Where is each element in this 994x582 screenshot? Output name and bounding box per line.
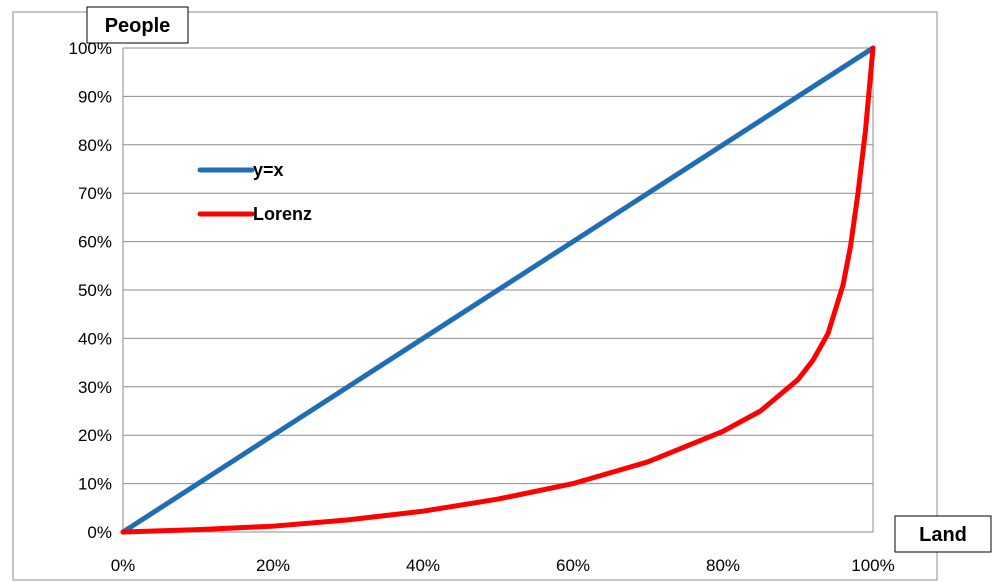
y-tick-label: 70% xyxy=(78,184,112,203)
legend-label: Lorenz xyxy=(253,204,312,224)
x-axis-title: Land xyxy=(919,524,967,546)
legend-label: y=x xyxy=(253,160,284,180)
y-tick-label: 0% xyxy=(87,523,112,542)
y-tick-label: 80% xyxy=(78,136,112,155)
series-line-0 xyxy=(120,45,876,535)
y-axis-title: People xyxy=(105,15,171,37)
x-tick-label: 0% xyxy=(111,556,136,575)
y-tick-label: 60% xyxy=(78,233,112,252)
x-axis-title-box xyxy=(894,515,992,553)
x-tick-label: 80% xyxy=(706,556,740,575)
y-tick-label: 50% xyxy=(78,281,112,300)
y-tick-label: 30% xyxy=(78,378,112,397)
y-tick-label: 100% xyxy=(69,39,112,58)
gridlines xyxy=(123,47,873,485)
y-axis-title-box xyxy=(86,6,189,44)
legend: y=x Lorenz xyxy=(197,160,312,224)
y-tick-label: 40% xyxy=(78,329,112,348)
data-series xyxy=(120,45,876,535)
series-line-1 xyxy=(120,45,876,535)
x-tick-label: 100% xyxy=(851,556,894,575)
axis-titles: People Land xyxy=(86,6,992,553)
tick-labels: 0% 10% 20% 30% 40% 50% 60% 70% 80% 90% 100% 0% 20% 40… xyxy=(69,39,895,575)
y-tick-label: 10% xyxy=(78,475,112,494)
y-tick-label: 90% xyxy=(78,87,112,106)
x-tick-label: 60% xyxy=(556,556,590,575)
y-tick-label: 20% xyxy=(78,426,112,445)
x-tick-label: 20% xyxy=(256,556,290,575)
x-tick-label: 40% xyxy=(406,556,440,575)
axes xyxy=(122,48,874,533)
